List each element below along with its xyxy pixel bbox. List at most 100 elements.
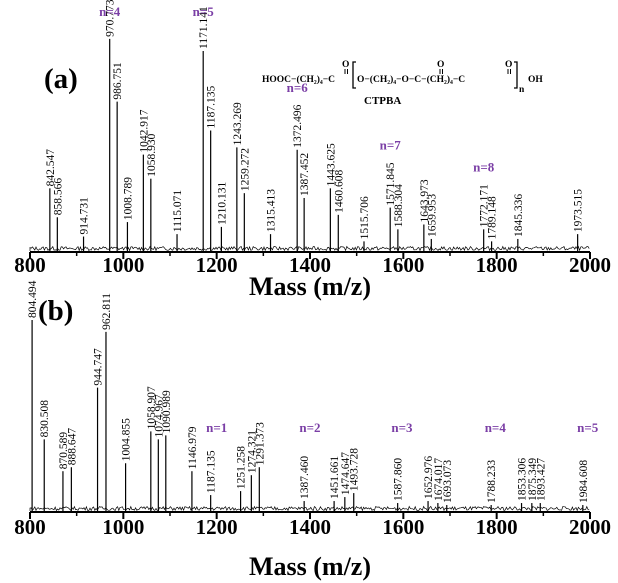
peak-label-888.647: 888.647 [66,428,78,466]
structure-right-group: OH [528,75,543,85]
baseline-noise-a [29,245,590,252]
structure-bracket-left [352,61,356,89]
peak-label-1187.135: 1187.135 [206,86,218,129]
peak-label-804.494: 804.494 [27,280,39,318]
peak-label-842.547: 842.547 [45,149,57,187]
structure-repeat-unit: O−(CH₂)₄−O−C−(CH₂)₄−C [357,74,465,85]
peak-label-1789.148: 1789.148 [487,196,499,239]
x-tick-label-1200: 1200 [196,253,238,277]
peak-label-1387.460: 1387.460 [299,456,311,499]
peak-label-962.811: 962.811 [101,293,113,330]
peak-label-1643.973: 1643.973 [419,179,431,222]
x-axis-title: Mass (m/z) [249,272,371,301]
x-tick-label-1600: 1600 [382,515,424,539]
peak-label-1042.917: 1042.917 [138,109,150,152]
x-tick-label-1400: 1400 [289,515,331,539]
peak-label-1853.306: 1853.306 [517,458,529,501]
peak-label-914.731: 914.731 [79,197,91,235]
peak-label-1090.989: 1090.989 [161,390,173,433]
peak-label-1074.967: 1074.967 [153,394,165,437]
x-tick-label-1600: 1600 [382,253,424,277]
peak-label-1973.515: 1973.515 [573,189,585,232]
spectrum-panel-a: (a) HOOC−(CH₂)₄−C O O−(CH₂)₄−O−C−(CH₂)₄−… [14,0,611,301]
structure-name: CTPBA [364,95,401,107]
peak-label-1115.071: 1115.071 [172,190,184,233]
x-tick-label-1800: 1800 [476,253,518,277]
peak-label-1243.269: 1243.269 [232,102,244,145]
peak-label-1515.706: 1515.706 [359,196,371,239]
baseline-noise-b [29,505,590,512]
peak-label-1693.073: 1693.073 [442,460,454,503]
peak-label-1146.979: 1146.979 [187,426,199,469]
annotation-n-1: n=1 [206,420,227,435]
peak-label-1451.661: 1451.661 [329,456,341,499]
peak-label-1315.413: 1315.413 [266,189,278,232]
x-tick-label-1800: 1800 [476,515,518,539]
peak-label-1659.953: 1659.953 [426,194,438,237]
annotation-n-5: n=5 [193,4,215,19]
annotation-n-4: n=4 [99,4,121,19]
panel-label-b: (b) [38,295,73,327]
x-tick-label-1200: 1200 [196,515,238,539]
structure-carbonyl-o-3: O [505,60,512,70]
x-tick-label-2000: 2000 [569,515,611,539]
peak-label-1058.907: 1058.907 [146,386,158,429]
structure-bracket-right [514,61,518,89]
annotation-n-4: n=4 [485,420,507,435]
peak-label-1372.496: 1372.496 [292,104,304,147]
structure-left-group: HOOC−(CH₂)₄−C [262,74,335,85]
peak-label-1058.930: 1058.930 [146,133,158,176]
annotation-n-5: n=5 [577,420,599,435]
peak-label-1443.625: 1443.625 [325,143,337,186]
x-tick-label-800: 800 [14,515,46,539]
annotation-n-2: n=2 [299,420,320,435]
peak-label-1587.860: 1587.860 [393,458,405,501]
structure-carbonyl-o-2: O [437,60,444,70]
peak-label-1893.427: 1893.427 [535,458,547,501]
x-tick-label-1000: 1000 [102,253,144,277]
x-axis-title: Mass (m/z) [249,552,371,581]
peak-label-1251.258: 1251.258 [236,446,248,489]
peak-label-970.773: 970.773 [105,0,117,37]
peak-label-1210.131: 1210.131 [216,182,228,225]
ctpba-structure: HOOC−(CH₂)₄−C O O−(CH₂)₄−O−C−(CH₂)₄−C O … [262,60,543,107]
peak-label-1788.233: 1788.233 [486,460,498,503]
peak-label-1493.728: 1493.728 [349,448,361,491]
annotation-n-7: n=7 [380,138,402,153]
peak-label-1772.171: 1772.171 [479,184,491,227]
annotation-n-3: n=3 [391,420,413,435]
x-tick-label-1400: 1400 [289,253,331,277]
peak-label-870.589: 870.589 [58,432,70,470]
peak-label-1387.452: 1387.452 [299,153,311,196]
peak-label-1845.336: 1845.336 [513,194,525,237]
annotation-n-6: n=6 [287,80,309,95]
peak-label-986.751: 986.751 [112,62,124,100]
peak-label-1008.789: 1008.789 [122,177,134,220]
peak-label-1187.135: 1187.135 [206,450,218,493]
peak-label-1674.017: 1674.017 [433,458,445,501]
peak-label-1588.304: 1588.304 [393,184,405,227]
annotation-n-8: n=8 [473,159,495,174]
peak-label-1291.373: 1291.373 [254,422,266,465]
structure-subscript-n: n [519,85,525,95]
peak-label-1171.141: 1171.141 [198,6,210,49]
peak-label-830.508: 830.508 [39,400,51,438]
peak-label-1875.349: 1875.349 [527,458,539,501]
peak-label-858.566: 858.566 [52,178,64,216]
peak-label-1259.272: 1259.272 [239,148,251,191]
x-tick-label-2000: 2000 [569,253,611,277]
peak-label-1652.976: 1652.976 [423,456,435,499]
peak-label-1274.321: 1274.321 [246,430,258,473]
peak-label-1460.608: 1460.608 [333,169,345,212]
peak-label-1474.647: 1474.647 [340,452,352,495]
peak-label-1984.608: 1984.608 [578,460,590,503]
peak-label-944.747: 944.747 [93,348,105,386]
panel-label-a: (a) [44,63,78,95]
peak-label-1004.855: 1004.855 [121,418,133,461]
structure-carbonyl-o-1: O [342,60,349,70]
x-tick-label-800: 800 [14,253,46,277]
peak-label-1571.845: 1571.845 [385,162,397,205]
x-tick-label-1000: 1000 [102,515,144,539]
